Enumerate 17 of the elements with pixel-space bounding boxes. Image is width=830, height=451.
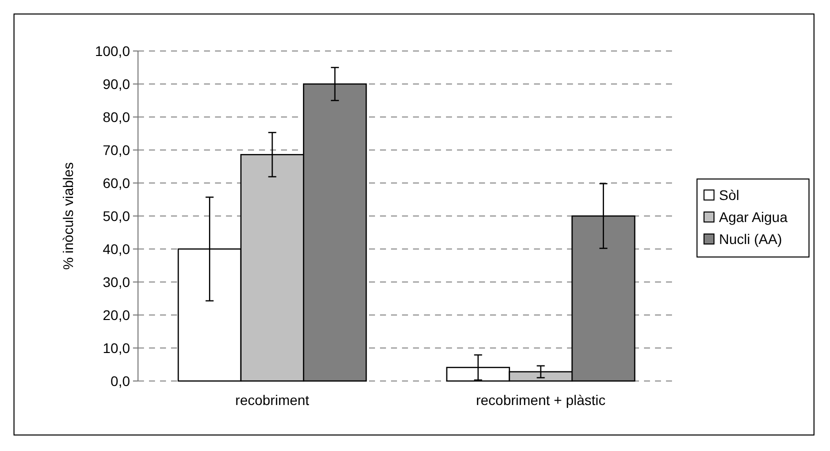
- y-tick-label: 40,0: [102, 240, 130, 257]
- y-tick-label: 90,0: [102, 76, 130, 92]
- x-tick-label: recobriment + plàstic: [476, 392, 606, 408]
- y-tick-label: 100,0: [94, 42, 130, 59]
- y-tick-label: 50,0: [102, 208, 130, 224]
- y-tick-label: 10,0: [102, 340, 130, 356]
- legend-label: Sòl: [719, 186, 740, 203]
- legend-label: Agar Aigua: [719, 208, 788, 225]
- y-tick-label: 0,0: [110, 372, 130, 389]
- y-tick-label: 70,0: [102, 142, 130, 158]
- y-axis-title: % inòculs viables: [60, 162, 76, 270]
- x-tick-label: recobriment: [235, 392, 310, 408]
- y-tick-label: 80,0: [102, 108, 130, 125]
- y-tick-label: 20,0: [102, 306, 130, 323]
- y-tick-label: 30,0: [102, 274, 130, 290]
- y-tick-label: 60,0: [102, 174, 130, 191]
- legend-label: Nucli (AA): [719, 230, 782, 247]
